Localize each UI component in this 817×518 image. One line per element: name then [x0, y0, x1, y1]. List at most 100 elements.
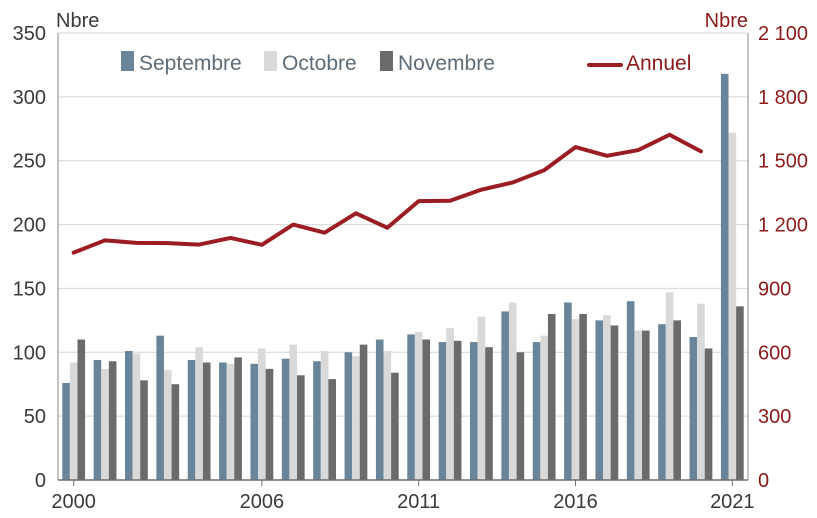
bar-octobre-2004: [195, 347, 203, 480]
bar-octobre-2019: [665, 292, 674, 480]
bar-septembre-2011: [407, 334, 415, 480]
bar-octobre-2018: [634, 330, 643, 480]
series-line-annuel: [71, 132, 703, 255]
left-tick-label: 100: [13, 342, 46, 364]
bar-septembre-2012: [438, 342, 447, 480]
bar-septembre-2020: [689, 336, 698, 480]
bar-octobre-2012: [446, 328, 454, 480]
bar-octobre-2016: [571, 319, 580, 480]
axes: [57, 33, 749, 481]
bar-septembre-2004: [187, 359, 196, 480]
bar-novembre-2015: [547, 313, 556, 480]
bar-octobre-2011: [414, 331, 423, 480]
bar-octobre-2010: [383, 351, 392, 480]
left-axis-unit: Nbre: [56, 10, 99, 32]
bar-septembre-2010: [375, 339, 384, 480]
bar-novembre-2004: [202, 362, 211, 480]
bar-octobre-2017: [603, 315, 611, 480]
bar-septembre-2001: [93, 359, 102, 480]
bar-novembre-2013: [485, 347, 493, 480]
bar-octobre-2005: [226, 363, 235, 480]
x-tick-label: 2016: [553, 491, 598, 513]
bar-septembre-2006: [250, 363, 259, 480]
bar-novembre-2019: [673, 320, 681, 480]
bar-septembre-2000: [62, 382, 70, 480]
legend-label-novembre: Novembre: [398, 52, 495, 75]
bar-septembre-2017: [595, 320, 604, 480]
x-tick-label: 2021: [710, 491, 755, 513]
left-tick-label: 0: [35, 470, 46, 492]
x-tick-label: 2006: [240, 491, 285, 513]
bar-novembre-2010: [391, 372, 399, 480]
right-tick-label: 600: [758, 342, 791, 364]
bar-novembre-2016: [579, 313, 587, 480]
right-tick-label: 300: [758, 406, 791, 428]
bar-septembre-2014: [501, 311, 509, 480]
x-tick-label: 2000: [51, 491, 96, 513]
bar-novembre-2018: [642, 330, 650, 480]
left-tick-label: 200: [13, 215, 46, 237]
right-tick-label: 2 100: [758, 23, 808, 45]
bar-novembre-2006: [265, 368, 274, 480]
bar-novembre-2011: [422, 339, 431, 480]
bar-septembre-2009: [344, 352, 353, 480]
bar-novembre-2003: [171, 384, 180, 480]
bar-octobre-2002: [132, 353, 141, 480]
right-tick-label: 0: [758, 470, 769, 492]
bar-septembre-2019: [658, 324, 666, 480]
legend-swatch-novembre: [380, 51, 393, 71]
bar-novembre-2014: [516, 352, 525, 480]
legend: Septembre Octobre Novembre Annuel: [121, 51, 691, 75]
bar-novembre-2009: [359, 344, 368, 480]
x-axis-ticks: 2000 2006 2011 2016 2021: [51, 480, 755, 513]
bar-novembre-2008: [328, 379, 336, 480]
bar-septembre-2018: [626, 301, 635, 480]
bar-septembre-2005: [219, 362, 227, 480]
bar-octobre-2008: [320, 351, 329, 480]
right-tick-label: 1 500: [758, 151, 808, 173]
bar-octobre-2003: [163, 370, 172, 480]
bar-octobre-2000: [69, 362, 78, 480]
bar-novembre-2002: [140, 380, 148, 480]
bar-novembre-2007: [297, 375, 305, 480]
bar-octobre-2020: [697, 303, 705, 480]
gridlines: [58, 32, 748, 417]
bar-octobre-2013: [477, 316, 486, 480]
legend-label-annuel: Annuel: [626, 52, 691, 75]
bar-novembre-2000: [77, 339, 86, 480]
bar-octobre-2001: [101, 368, 109, 480]
x-tick-label: 2011: [397, 491, 440, 513]
bar-novembre-2001: [108, 361, 117, 480]
bar-octobre-2015: [540, 335, 548, 480]
left-tick-label: 250: [13, 151, 46, 173]
bar-novembre-2021: [736, 306, 744, 480]
left-axis-ticks: 0 50 100 150 200 250 300 350: [13, 23, 46, 492]
left-tick-label: 300: [13, 87, 46, 109]
right-axis-ticks: 0 300 600 900 1 200 1 500 1 800 2 100: [758, 23, 808, 492]
right-tick-label: 1 200: [758, 215, 808, 237]
bar-octobre-2009: [352, 356, 360, 480]
left-tick-label: 350: [13, 23, 46, 45]
legend-swatch-octobre: [264, 51, 277, 71]
left-tick-label: 50: [24, 406, 46, 428]
bar-septembre-2003: [156, 335, 164, 480]
bar-octobre-2007: [289, 344, 298, 480]
bar-octobre-2006: [258, 348, 266, 480]
right-tick-label: 900: [758, 278, 791, 300]
bar-septembre-2007: [281, 358, 290, 480]
bar-septembre-2021: [720, 73, 729, 481]
bar-septembre-2002: [125, 351, 133, 480]
bar-septembre-2013: [470, 342, 478, 480]
bar-octobre-2021: [728, 132, 737, 480]
left-tick-label: 150: [13, 278, 46, 300]
bar-septembre-2016: [564, 302, 572, 480]
legend-label-octobre: Octobre: [282, 52, 357, 75]
right-axis-unit: Nbre: [705, 10, 748, 32]
bar-octobre-2014: [508, 302, 517, 480]
right-tick-label: 1 800: [758, 87, 808, 109]
legend-label-septembre: Septembre: [139, 52, 242, 75]
bar-septembre-2015: [532, 342, 541, 480]
bars: [62, 73, 744, 481]
annual-line: [71, 132, 703, 255]
bar-novembre-2020: [704, 348, 713, 480]
